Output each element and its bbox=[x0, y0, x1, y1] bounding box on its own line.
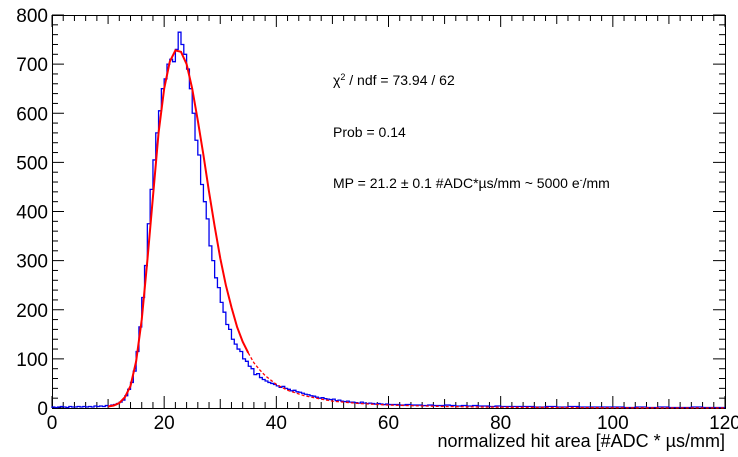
fit-stat-line: MP = 21.2 ± 0.1 #ADC*µs/mm ~ 5000 e-/mm bbox=[333, 175, 610, 191]
x-tick-label: 60 bbox=[378, 413, 399, 434]
y-tick-label: 0 bbox=[37, 399, 48, 420]
x-tick-label: 0 bbox=[47, 413, 58, 434]
x-tick-label: 40 bbox=[266, 413, 287, 434]
fit-curve bbox=[107, 49, 250, 408]
y-tick-label: 300 bbox=[16, 252, 48, 273]
x-tick-label: 120 bbox=[709, 413, 738, 434]
fit-stat-line: Prob = 0.14 bbox=[333, 124, 406, 140]
x-tick-label: 20 bbox=[154, 413, 175, 434]
x-axis-title: normalized hit area [#ADC * µs/mm] bbox=[438, 431, 725, 451]
x-tick-label: 100 bbox=[597, 413, 629, 434]
plot-area bbox=[51, 31, 726, 409]
fit-stat-line: χ2 / ndf = 73.94 / 62 bbox=[333, 72, 455, 88]
y-tick-label: 200 bbox=[16, 301, 48, 322]
histogram-series bbox=[51, 31, 725, 409]
y-tick-label: 100 bbox=[16, 350, 48, 371]
y-tick-label: 800 bbox=[16, 6, 48, 27]
y-tick-label: 400 bbox=[16, 203, 48, 224]
x-axis: 0 20 40 60 80 100 120 bbox=[47, 15, 738, 434]
y-tick-label: 700 bbox=[16, 55, 48, 76]
y-tick-label: 500 bbox=[16, 153, 48, 174]
fit-curve-extrapolated bbox=[247, 352, 726, 409]
x-tick-label: 80 bbox=[490, 413, 511, 434]
fit-stats-box: χ2 / ndf = 73.94 / 62 Prob = 0.14 MP = 21.… bbox=[333, 72, 610, 191]
y-axis: 0 100 200 300 400 500 600 700 800 bbox=[16, 6, 725, 420]
y-tick-label: 600 bbox=[16, 104, 48, 125]
